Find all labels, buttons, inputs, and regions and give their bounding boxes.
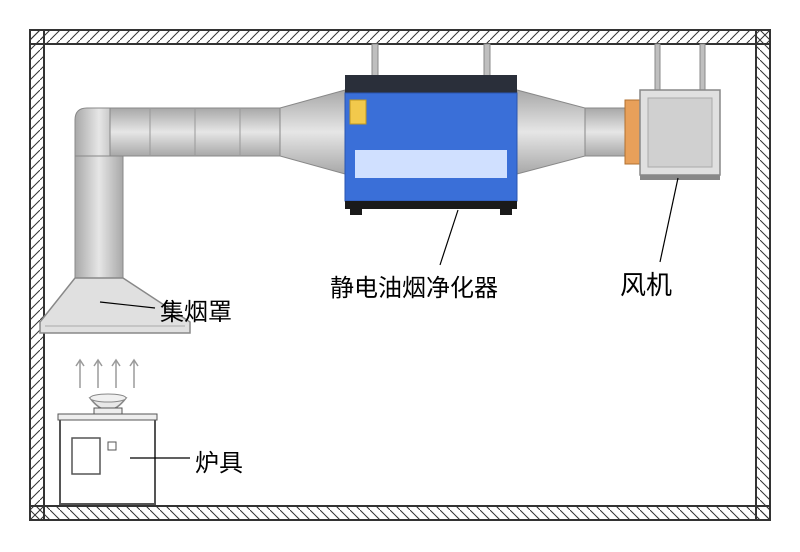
stove — [58, 408, 157, 504]
label-stove: 炉具 — [195, 443, 243, 478]
label-hood: 集烟罩 — [160, 292, 232, 327]
label-fan: 风机 — [620, 265, 672, 302]
electrostatic-purifier — [345, 75, 517, 215]
fan-hangers — [655, 44, 705, 90]
exhaust-fan — [640, 90, 720, 180]
steam-arrows — [76, 360, 138, 388]
label-purifier: 静电油烟净化器 — [330, 268, 498, 303]
purifier-hangers — [372, 44, 490, 76]
